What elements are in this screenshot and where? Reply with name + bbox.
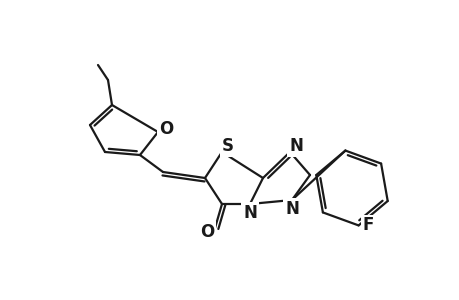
Text: N: N	[242, 204, 257, 222]
Text: N: N	[285, 200, 298, 218]
Text: O: O	[158, 120, 173, 138]
Text: N: N	[288, 137, 302, 155]
Text: S: S	[222, 137, 234, 155]
Text: F: F	[362, 216, 374, 234]
Text: O: O	[200, 223, 213, 241]
